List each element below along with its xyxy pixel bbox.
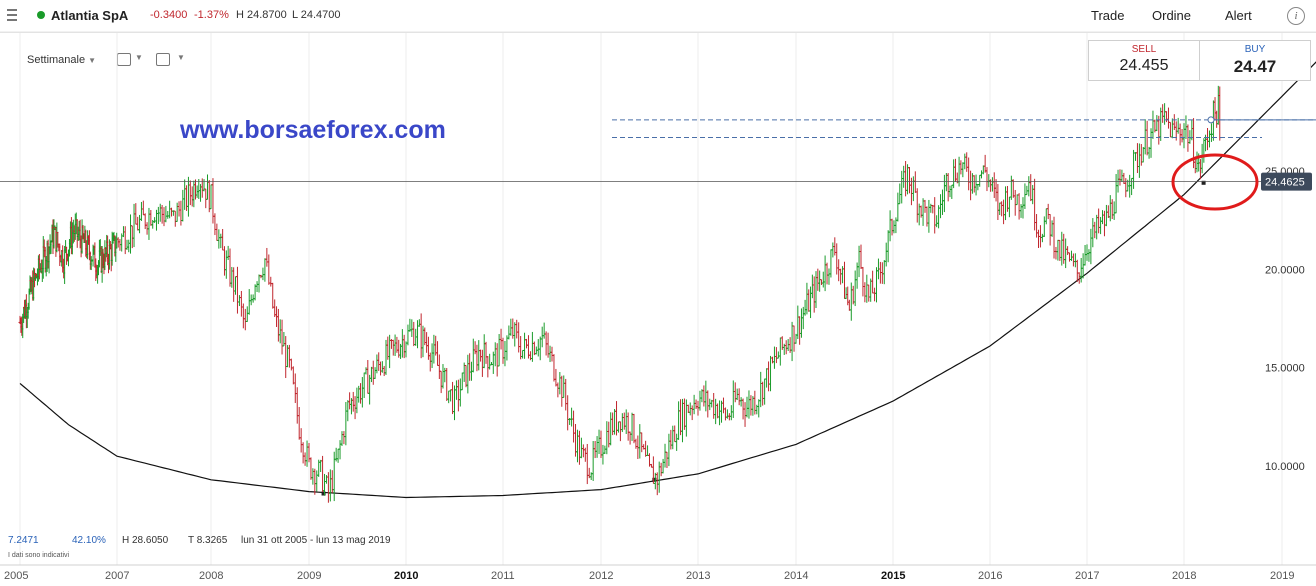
alert-button[interactable]: Alert <box>1225 8 1252 23</box>
indicator-icon[interactable] <box>156 53 170 66</box>
top-bar: Atlantia SpA -0.3400 -1.37% H 24.8700 L … <box>0 0 1316 33</box>
order-button[interactable]: Ordine <box>1152 8 1192 23</box>
x-tick-label: 2011 <box>491 570 515 582</box>
x-tick-label: 2015 <box>881 570 905 582</box>
timeframe-dropdown[interactable]: Settimanale ▼ <box>27 54 96 66</box>
x-tick-label: 2017 <box>1075 570 1099 582</box>
timeframe-label: Settimanale <box>27 54 86 66</box>
market-status-dot <box>37 11 45 19</box>
watermark-text: www.borsaeforex.com <box>180 116 446 144</box>
current-price-tag <box>1261 172 1312 191</box>
x-tick-label: 2005 <box>4 570 28 582</box>
stat-low: T 8.3265 <box>188 535 228 546</box>
sell-price: 24.455 <box>1119 57 1169 74</box>
curve-touch-point <box>321 491 326 496</box>
chevron-down-icon[interactable]: ▼ <box>135 53 143 62</box>
day-high: H 24.8700 <box>236 9 287 21</box>
buy-label: BUY <box>1244 44 1266 55</box>
day-low: L 24.4700 <box>292 9 341 21</box>
chevron-down-icon[interactable]: ▼ <box>177 53 185 62</box>
buy-price: 24.47 <box>1233 57 1277 76</box>
x-tick-label: 2016 <box>978 570 1002 582</box>
x-tick-label: 2009 <box>297 570 321 582</box>
grid <box>0 31 1316 566</box>
sell-button[interactable]: SELL 24.455 <box>1088 40 1200 81</box>
stat-range: lun 31 ott 2005 - lun 13 mag 2019 <box>241 535 391 546</box>
y-tick-label: 20.0000 <box>1265 264 1305 276</box>
x-tick-label: 2007 <box>105 570 129 582</box>
current-price-label: 24.4625 <box>1265 177 1305 189</box>
y-tick-label: 15.0000 <box>1265 363 1305 375</box>
menu-icon[interactable] <box>7 9 17 21</box>
x-tick-label: 2018 <box>1172 570 1196 582</box>
resistance-handle <box>1207 116 1215 124</box>
price-change-percent: -1.37% <box>194 9 229 21</box>
chevron-down-icon: ▼ <box>88 56 97 65</box>
trade-button[interactable]: Trade <box>1091 8 1125 23</box>
curve-touch-point <box>652 477 657 482</box>
x-tick-label: 2014 <box>784 570 808 582</box>
disclaimer: I dati sono indicativi <box>8 552 70 559</box>
sell-label: SELL <box>1131 44 1157 55</box>
candles <box>18 85 1222 503</box>
annotations <box>0 116 1316 211</box>
instrument-name[interactable]: Atlantia SpA <box>51 8 129 23</box>
highlight-circle <box>1171 153 1259 211</box>
stat-last: 7.2471 <box>8 535 39 546</box>
info-icon[interactable]: i <box>1287 7 1305 25</box>
x-tick-label: 2012 <box>589 570 613 582</box>
x-tick-label: 2010 <box>394 570 418 582</box>
x-tick-label: 2013 <box>686 570 710 582</box>
stat-pct: 42.10% <box>72 535 106 546</box>
x-tick-label: 2008 <box>199 570 223 582</box>
buy-button[interactable]: BUY 24.47 <box>1199 40 1311 81</box>
stat-high: H 28.6050 <box>122 535 169 546</box>
price-change: -0.3400 <box>150 9 188 21</box>
y-tick-label: 10.0000 <box>1265 461 1305 473</box>
x-tick-label: 2019 <box>1270 570 1294 582</box>
curve-touch-point <box>1201 180 1206 185</box>
